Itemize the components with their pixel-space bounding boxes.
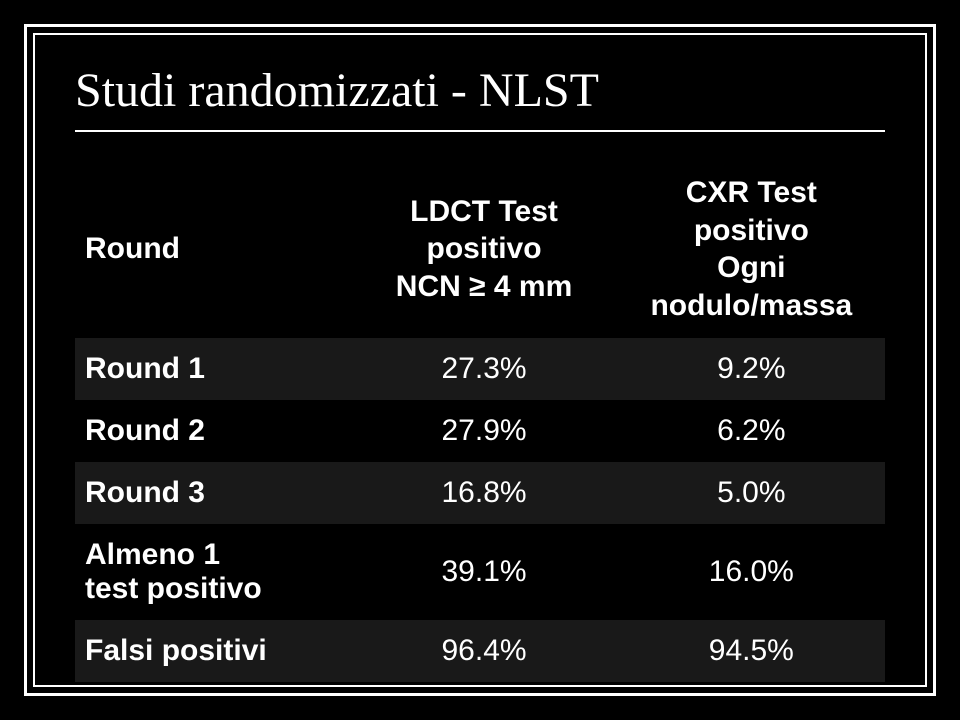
row-label: Falsi positivi [75,620,350,682]
table-header-row: Round LDCT Test positivo NCN ≥ 4 mm CXR … [75,160,885,338]
row-label: Almeno 1 test positivo [75,524,350,620]
cell-cxr: 5.0% [618,462,885,524]
header-cxr-line2: Ogni nodulo/massa [626,249,877,324]
header-ldct-line1: LDCT Test positivo [358,193,609,268]
row-label: Round 1 [75,338,350,400]
inner-frame: Studi randomizzati - NLST Round LDCT Tes… [33,33,927,687]
header-ldct-line2: NCN ≥ 4 mm [358,268,609,306]
results-table: Round LDCT Test positivo NCN ≥ 4 mm CXR … [75,160,885,682]
table-row: Round 1 27.3% 9.2% [75,338,885,400]
row-label-line2: test positivo [85,572,342,606]
row-label: Round 3 [75,462,350,524]
cell-cxr: 9.2% [618,338,885,400]
cell-ldct: 27.9% [350,400,617,462]
header-round: Round [75,160,350,338]
header-cxr: CXR Test positivo Ogni nodulo/massa [618,160,885,338]
table-row: Falsi positivi 96.4% 94.5% [75,620,885,682]
cell-ldct: 27.3% [350,338,617,400]
cell-cxr: 16.0% [618,524,885,620]
row-label: Round 2 [75,400,350,462]
header-round-text: Round [85,232,180,265]
cell-ldct: 96.4% [350,620,617,682]
table-row: Almeno 1 test positivo 39.1% 16.0% [75,524,885,620]
cell-ldct: 39.1% [350,524,617,620]
outer-frame: Studi randomizzati - NLST Round LDCT Tes… [24,24,936,696]
table-row: Round 3 16.8% 5.0% [75,462,885,524]
table-row: Round 2 27.9% 6.2% [75,400,885,462]
slide-title: Studi randomizzati - NLST [75,63,885,132]
cell-cxr: 6.2% [618,400,885,462]
cell-cxr: 94.5% [618,620,885,682]
row-label-line1: Almeno 1 [85,538,342,572]
cell-ldct: 16.8% [350,462,617,524]
header-ldct: LDCT Test positivo NCN ≥ 4 mm [350,160,617,338]
header-cxr-line1: CXR Test positivo [626,174,877,249]
